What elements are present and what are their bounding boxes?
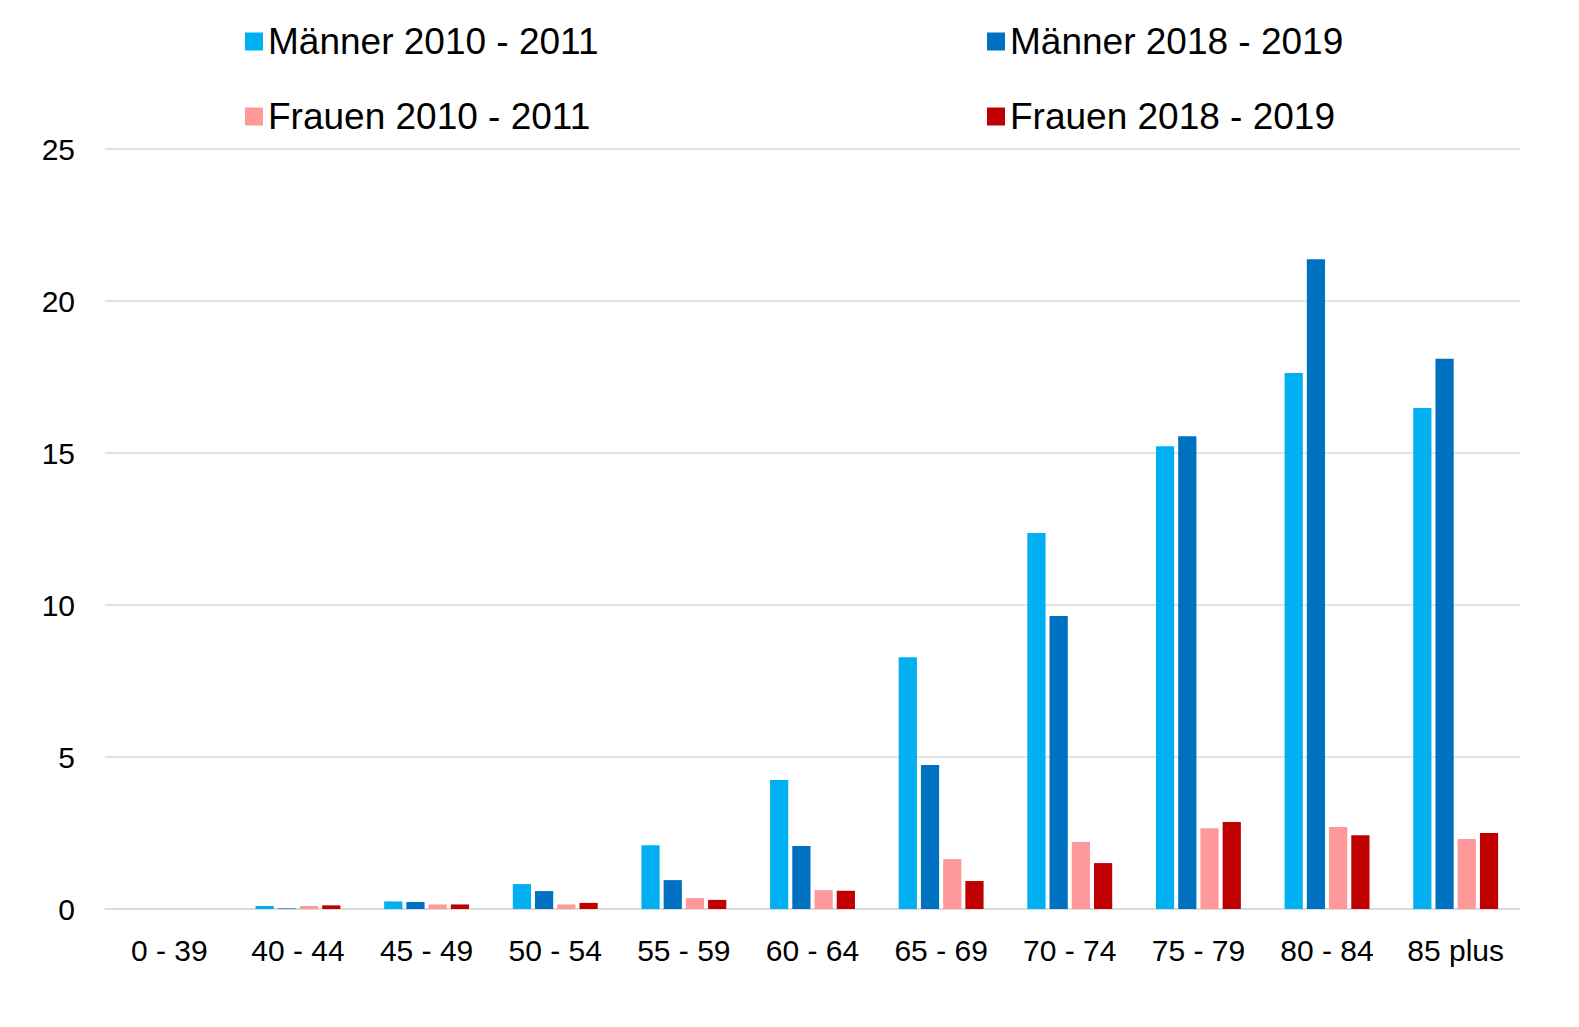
svg-text:0 - 39: 0 - 39 (131, 934, 208, 967)
svg-text:50 - 54: 50 - 54 (509, 934, 602, 967)
svg-text:20: 20 (42, 285, 75, 318)
svg-text:55 - 59: 55 - 59 (637, 934, 730, 967)
svg-text:Männer 2018 - 2019: Männer 2018 - 2019 (1010, 21, 1343, 62)
svg-text:Frauen 2018 - 2019: Frauen 2018 - 2019 (1010, 96, 1335, 137)
svg-text:45 - 49: 45 - 49 (380, 934, 473, 967)
svg-text:10: 10 (42, 589, 75, 622)
svg-text:Männer 2010 - 2011: Männer 2010 - 2011 (268, 21, 599, 62)
svg-text:70 - 74: 70 - 74 (1023, 934, 1116, 967)
svg-text:80 - 84: 80 - 84 (1280, 934, 1373, 967)
svg-text:15: 15 (42, 437, 75, 470)
svg-text:75 - 79: 75 - 79 (1152, 934, 1245, 967)
svg-text:Frauen 2010 - 2011: Frauen 2010 - 2011 (268, 96, 590, 137)
svg-text:60 - 64: 60 - 64 (766, 934, 859, 967)
svg-text:40 - 44: 40 - 44 (251, 934, 344, 967)
svg-text:85 plus: 85 plus (1407, 934, 1504, 967)
svg-text:0: 0 (58, 893, 75, 926)
svg-text:65 - 69: 65 - 69 (894, 934, 987, 967)
svg-text:5: 5 (58, 741, 75, 774)
svg-text:25: 25 (42, 133, 75, 166)
